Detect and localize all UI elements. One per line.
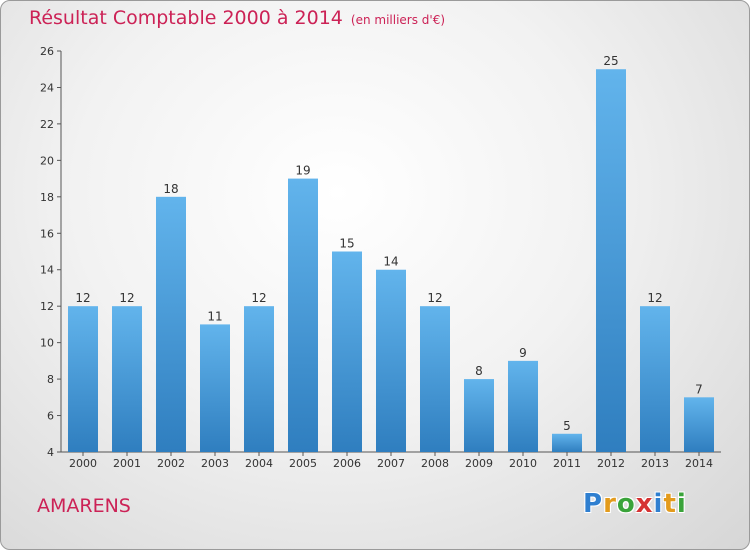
x-tick-label: 2000 <box>69 457 97 470</box>
chart-title-text: Résultat Comptable 2000 à 2014 <box>29 7 343 29</box>
x-tick-label: 2010 <box>509 457 537 470</box>
y-tick-label: 16 <box>40 227 54 240</box>
chart-bars: 12 12 18 11 12 19 15 14 12 8 9 5 25 12 7 <box>68 54 714 453</box>
y-tick-label: 4 <box>47 446 54 459</box>
data-label: 7 <box>695 382 703 396</box>
bar <box>288 178 318 452</box>
bar <box>332 251 362 452</box>
proxiti-logo: Proxiti <box>583 489 687 519</box>
x-tick-label: 2001 <box>113 457 141 470</box>
bar <box>200 324 230 452</box>
bar <box>464 379 494 452</box>
y-tick-label: 14 <box>40 264 54 277</box>
logo-letter: t <box>663 489 677 519</box>
data-label: 18 <box>163 182 178 196</box>
bar <box>640 306 670 452</box>
x-tick-label: 2012 <box>597 457 625 470</box>
data-label: 12 <box>647 291 662 305</box>
logo-letter: x <box>635 489 654 519</box>
bar <box>112 306 142 452</box>
logo-letter: P <box>583 489 604 519</box>
bar <box>552 433 582 452</box>
y-tick-label: 24 <box>40 81 54 94</box>
y-tick-label: 26 <box>40 45 54 58</box>
y-tick-label: 8 <box>47 373 54 386</box>
x-tick-label: 2006 <box>333 457 361 470</box>
data-label: 11 <box>207 309 222 323</box>
x-tick-label: 2008 <box>421 457 449 470</box>
bar <box>68 306 98 452</box>
x-tick-label: 2014 <box>685 457 713 470</box>
bar <box>684 397 714 452</box>
y-tick-label: 12 <box>40 300 54 313</box>
x-tick-label: 2004 <box>245 457 273 470</box>
y-tick-label: 22 <box>40 118 54 131</box>
bar <box>156 196 186 452</box>
y-tick-label: 20 <box>40 154 54 167</box>
data-label: 19 <box>295 164 310 178</box>
x-tick-label: 2013 <box>641 457 669 470</box>
chart-subtitle: (en milliers d'€) <box>350 13 446 27</box>
data-label: 25 <box>603 54 618 68</box>
logo-letter: r <box>603 489 617 519</box>
x-tick-label: 2009 <box>465 457 493 470</box>
x-tick-label: 2007 <box>377 457 405 470</box>
logo-letter: o <box>616 489 636 519</box>
data-label: 8 <box>475 364 483 378</box>
logo-letter: i <box>653 489 664 519</box>
chart-title: Résultat Comptable 2000 à 2014 (en millie… <box>29 7 445 29</box>
data-label: 14 <box>383 255 398 269</box>
y-tick-label: 18 <box>40 191 54 204</box>
place-name: AMARENS <box>37 495 131 517</box>
data-label: 15 <box>339 237 354 251</box>
bar <box>508 360 538 452</box>
data-label: 12 <box>427 291 442 305</box>
x-tick-label: 2011 <box>553 457 581 470</box>
y-tick-label: 10 <box>40 337 54 350</box>
x-tick-label: 2005 <box>289 457 317 470</box>
data-label: 12 <box>75 291 90 305</box>
x-tick-label: 2003 <box>201 457 229 470</box>
x-tick-label: 2002 <box>157 457 185 470</box>
bar <box>420 306 450 452</box>
data-label: 12 <box>119 291 134 305</box>
data-label: 9 <box>519 346 527 360</box>
bar <box>376 269 406 452</box>
bar <box>596 69 626 453</box>
data-label: 12 <box>251 291 266 305</box>
bar <box>244 306 274 452</box>
y-tick-label: 6 <box>47 410 54 423</box>
logo-letter: i <box>676 489 687 519</box>
data-label: 5 <box>563 419 571 433</box>
